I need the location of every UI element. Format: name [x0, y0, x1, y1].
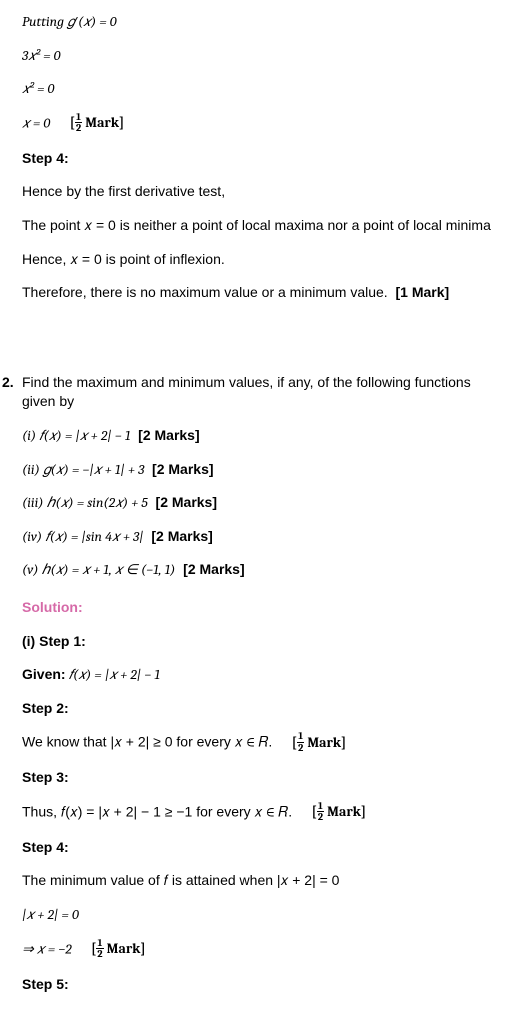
q2-i-marks: [2 Marks] — [138, 427, 199, 443]
given-label: Given: — [22, 666, 66, 682]
step4-b: The point 𝑥 = 0 is neither a point of lo… — [22, 216, 497, 236]
mark-suffix-4: Mark] — [104, 940, 146, 957]
q2-v-expr: (v) ℎ(𝑥) = 𝑥 + 1, 𝑥 ∈ (−1, 1) — [22, 561, 175, 578]
q2-iii-expr: (iii) ℎ(𝑥) = sin(2𝑥) + 5 — [22, 494, 148, 511]
step4-c: Hence, 𝑥 = 0 is point of inflexion. — [22, 250, 497, 270]
half-mark-2: [12 Mark] — [292, 734, 346, 751]
q2-iv-marks: [2 Marks] — [151, 528, 212, 544]
q2-i: (i) 𝑓(𝑥) = |𝑥 + 2| − 1 [2 Marks] — [22, 426, 497, 446]
step3-body: Thus, 𝑓(𝑥) = |𝑥 + 2| − 1 ≥ −1 for every … — [22, 803, 292, 819]
half-mark-3: [12 Mark] — [312, 803, 366, 820]
q2-ii-expr: (ii) 𝑔(𝑥) = −|𝑥 + 1| + 3 — [22, 461, 144, 478]
step2-label: Step 2: — [22, 699, 497, 719]
step4-a: Hence by the first derivative test, — [22, 182, 497, 202]
step4-label-b: Step 4: — [22, 838, 497, 858]
frac-num-4: 1 — [96, 938, 103, 950]
mark-suffix: Mark] — [82, 114, 124, 131]
mark-suffix-2: Mark] — [304, 734, 346, 751]
step4-d-text: Therefore, there is no maximum value or … — [22, 284, 388, 300]
half-frac-3: 12 — [317, 801, 324, 823]
q2-number: 2. — [2, 373, 22, 393]
q2-stem: Find the maximum and minimum values, if … — [22, 373, 497, 412]
step4-res: ⇒ 𝑥 = −2 — [22, 940, 72, 957]
q2-iv: (iv) 𝑓(𝑥) = |sin 4𝑥 + 3| [2 Marks] — [22, 527, 497, 547]
q2-v: (v) ℎ(𝑥) = 𝑥 + 1, 𝑥 ∈ (−1, 1) [2 Marks] — [22, 560, 497, 580]
q2-iv-expr: (iv) 𝑓(𝑥) = |sin 4𝑥 + 3| — [22, 528, 144, 545]
q2-ii: (ii) 𝑔(𝑥) = −|𝑥 + 1| + 3 [2 Marks] — [22, 460, 497, 480]
q2-i-expr: (i) 𝑓(𝑥) = |𝑥 + 2| − 1 — [22, 427, 130, 444]
step5-label: Step 5: — [22, 975, 497, 995]
step3-label: Step 3: — [22, 768, 497, 788]
spacer2 — [22, 345, 497, 373]
given-expr: 𝑓(𝑥) = |𝑥 + 2| − 1 — [66, 666, 160, 683]
step2-row: We know that |𝑥 + 2| ≥ 0 for every 𝑥 ∈ 𝑅… — [22, 732, 497, 754]
step4-d: Therefore, there is no maximum value or … — [22, 283, 497, 303]
expr-putting: Putting 𝑔′(𝑥) = 0 — [22, 12, 497, 32]
i-step1: (i) Step 1: — [22, 632, 497, 652]
half-frac: 12 — [75, 112, 82, 134]
mark-1: [1 Mark] — [395, 284, 449, 300]
q2-iii-marks: [2 Marks] — [156, 494, 217, 510]
step4-body: The minimum value of 𝑓 is attained when … — [22, 871, 497, 891]
half-frac-2: 12 — [297, 731, 304, 753]
step4-eq: |𝑥 + 2| = 0 — [22, 905, 497, 925]
frac-den: 2 — [75, 123, 82, 134]
q2-ii-marks: [2 Marks] — [152, 461, 213, 477]
expr-x0-row: 𝑥 = 0 [12 Mark] — [22, 113, 497, 135]
expr-x2: 𝑥² = 0 — [22, 79, 497, 99]
step4-label: Step 4: — [22, 149, 497, 169]
q2-row: 2. Find the maximum and minimum values, … — [2, 373, 497, 995]
expr-x0: 𝑥 = 0 — [22, 114, 50, 131]
frac-den-2: 2 — [297, 743, 304, 754]
half-mark: [12 Mark] — [70, 114, 124, 131]
q2-v-marks: [2 Marks] — [183, 561, 244, 577]
half-mark-4: [12 Mark] — [91, 940, 145, 957]
step2-body: We know that |𝑥 + 2| ≥ 0 for every 𝑥 ∈ 𝑅… — [22, 734, 272, 750]
half-frac-4: 12 — [96, 938, 103, 960]
solution-heading: Solution: — [22, 599, 83, 615]
step4-res-row: ⇒ 𝑥 = −2 [12 Mark] — [22, 939, 497, 961]
q2-body: Find the maximum and minimum values, if … — [22, 373, 497, 995]
mark-suffix-3: Mark] — [324, 803, 366, 820]
frac-den-3: 2 — [317, 812, 324, 823]
given-row: Given: 𝑓(𝑥) = |𝑥 + 2| − 1 — [22, 665, 497, 685]
expr-3x2: 3𝑥² = 0 — [22, 46, 497, 66]
frac-den-4: 2 — [96, 949, 103, 960]
q2-iii: (iii) ℎ(𝑥) = sin(2𝑥) + 5 [2 Marks] — [22, 493, 497, 513]
step3-row: Thus, 𝑓(𝑥) = |𝑥 + 2| − 1 ≥ −1 for every … — [22, 802, 497, 824]
spacer — [22, 317, 497, 345]
